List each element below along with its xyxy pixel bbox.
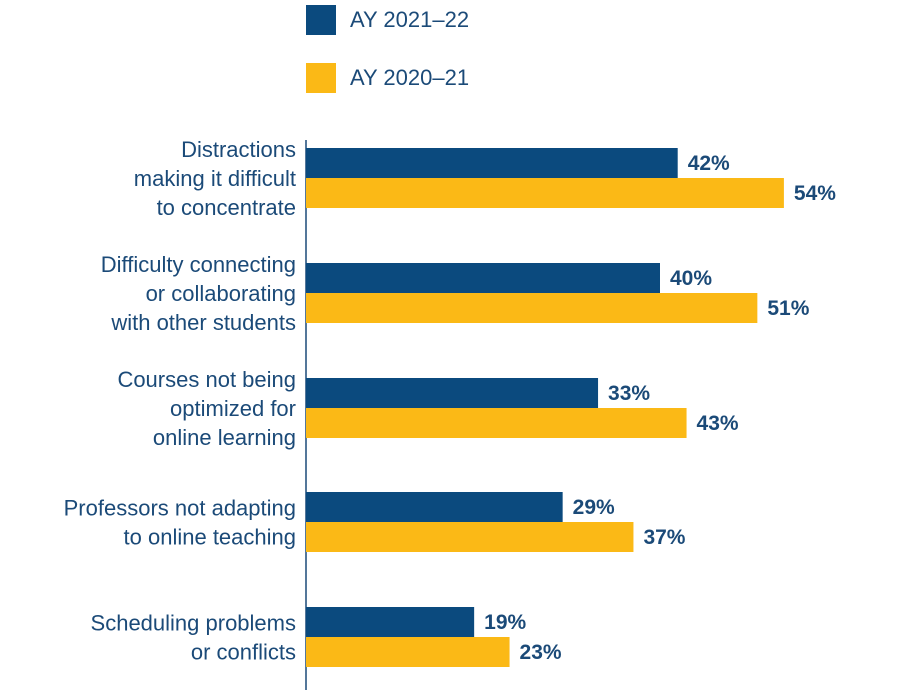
category-label-line: Scheduling problems — [91, 611, 296, 636]
bar-2020-21-0 — [306, 178, 784, 208]
category-label-line: making it difficult — [134, 166, 296, 191]
bar-2021-22-0 — [306, 148, 678, 178]
legend-item-2020-21: AY 2020–21 — [306, 63, 606, 93]
bar-2021-22-4 — [306, 607, 475, 637]
legend-swatch-2021-22 — [306, 5, 336, 35]
value-label-2020-21-0: 54% — [794, 182, 836, 205]
value-label-2020-21-4: 23% — [520, 641, 562, 664]
value-label-2020-21-3: 37% — [643, 526, 685, 549]
category-label-line: Difficulty connecting — [101, 252, 296, 277]
category-label-3: Professors not adapting to online teachin… — [64, 496, 296, 550]
category-label-line: Courses not being — [117, 367, 296, 392]
legend-swatch-2020-21 — [306, 63, 336, 93]
legend-label-2021-22: AY 2021–22 — [350, 7, 470, 32]
bar-2020-21-4 — [306, 637, 510, 667]
category-label-line: online learning — [153, 425, 296, 450]
category-label-line: to online teaching — [124, 525, 296, 550]
bar-2020-21-1 — [306, 293, 758, 323]
category-label-0: Distractions making it difficult to concen… — [134, 137, 296, 220]
value-label-2021-22-4: 19% — [484, 611, 526, 634]
value-label-2021-22-2: 33% — [608, 382, 650, 405]
category-label-line: optimized for — [170, 396, 296, 421]
bar-2021-22-3 — [306, 492, 563, 522]
value-label-2021-22-1: 40% — [670, 267, 712, 290]
category-label-line: to concentrate — [157, 195, 296, 220]
category-label-line: with other students — [110, 310, 296, 335]
bar-2021-22-2 — [306, 378, 599, 408]
legend-label-2020-21: AY 2020–21 — [350, 65, 470, 90]
legend-item-2021-22: AY 2021–22 — [306, 5, 606, 35]
bar-2020-21-3 — [306, 522, 634, 552]
category-label-4: Scheduling problems or conflicts — [91, 611, 296, 665]
value-label-2020-21-2: 43% — [697, 412, 739, 435]
value-label-2021-22-3: 29% — [573, 496, 615, 519]
value-label-2021-22-0: 42% — [688, 152, 730, 175]
category-label-2: Courses not being optimized for online lea… — [117, 367, 296, 450]
category-label-1: Difficulty connecting or collaborating wit… — [101, 252, 296, 335]
bar-2021-22-1 — [306, 263, 660, 293]
bar-2020-21-2 — [306, 408, 687, 438]
value-label-2020-21-1: 51% — [767, 297, 809, 320]
category-label-line: Professors not adapting — [64, 496, 296, 521]
category-label-line: or collaborating — [146, 281, 296, 306]
category-label-line: or conflicts — [191, 640, 296, 665]
category-label-line: Distractions — [181, 137, 296, 162]
